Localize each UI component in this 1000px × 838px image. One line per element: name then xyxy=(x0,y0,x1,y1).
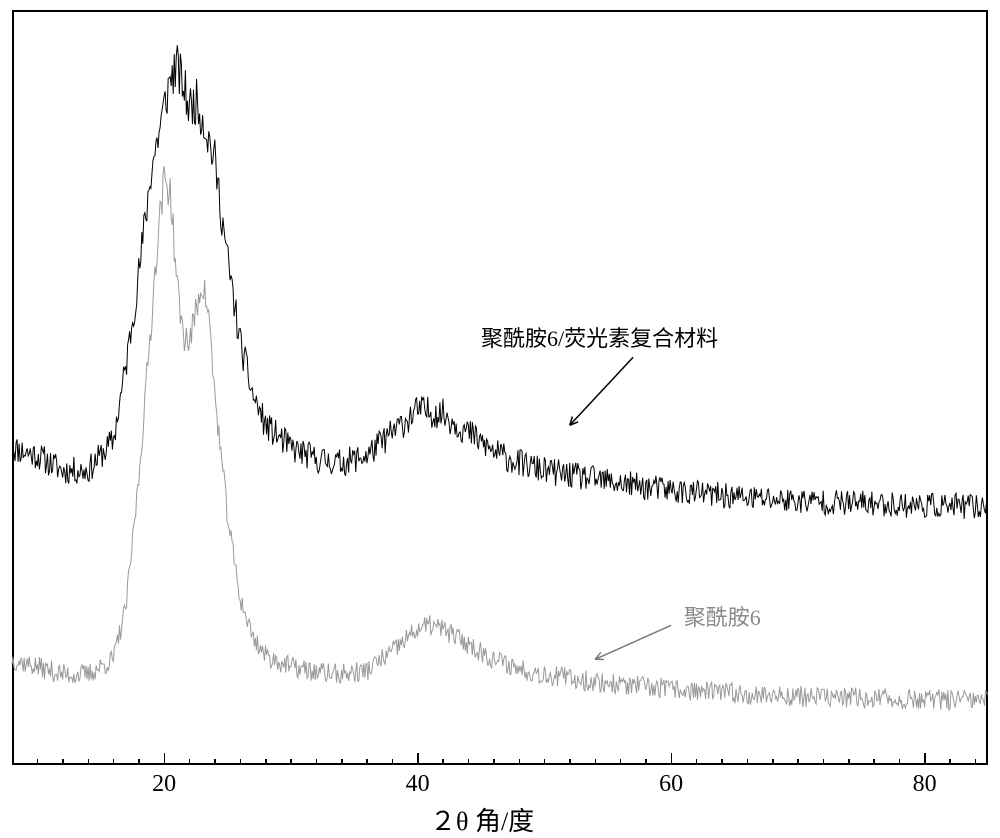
x-tick-label: 40 xyxy=(406,771,430,798)
x-tick-minor xyxy=(975,759,977,765)
series-composite xyxy=(12,45,987,519)
x-tick-minor xyxy=(569,759,571,765)
x-tick-minor xyxy=(823,759,825,765)
x-tick-minor xyxy=(214,759,216,765)
x-tick-major xyxy=(924,753,926,765)
x-tick-minor xyxy=(113,759,115,765)
x-tick-label: 20 xyxy=(152,771,176,798)
x-tick-minor xyxy=(138,759,140,765)
x-tick-minor xyxy=(189,759,191,765)
x-tick-minor xyxy=(493,759,495,765)
x-tick-minor xyxy=(899,759,901,765)
x-tick-label: 80 xyxy=(913,771,937,798)
x-tick-minor xyxy=(721,759,723,765)
xrd-plot xyxy=(0,0,1000,833)
series-polyamide6 xyxy=(12,166,987,710)
series-label-composite: 聚酰胺6/荧光素复合材料 xyxy=(481,321,718,353)
x-tick-minor xyxy=(772,759,774,765)
series-label-polyamide6: 聚酰胺6 xyxy=(684,600,761,632)
x-tick-minor xyxy=(88,759,90,765)
x-tick-minor xyxy=(290,759,292,765)
label-arrow-composite xyxy=(570,357,633,425)
x-tick-minor xyxy=(62,759,64,765)
x-tick-minor xyxy=(949,759,951,765)
x-tick-minor xyxy=(595,759,597,765)
x-tick-minor xyxy=(240,759,242,765)
x-tick-major xyxy=(671,753,673,765)
x-tick-minor xyxy=(366,759,368,765)
x-tick-minor xyxy=(873,759,875,765)
x-tick-minor xyxy=(848,759,850,765)
x-tick-minor xyxy=(747,759,749,765)
x-tick-minor xyxy=(468,759,470,765)
x-tick-minor xyxy=(544,759,546,765)
x-tick-minor xyxy=(519,759,521,765)
x-tick-minor xyxy=(341,759,343,765)
label-arrow-polyamide6 xyxy=(595,625,671,659)
x-tick-minor xyxy=(442,759,444,765)
x-tick-minor xyxy=(645,759,647,765)
x-tick-minor xyxy=(696,759,698,765)
x-tick-major xyxy=(417,753,419,765)
x-tick-label: 60 xyxy=(659,771,683,798)
x-tick-minor xyxy=(620,759,622,765)
x-tick-minor xyxy=(316,759,318,765)
x-tick-minor xyxy=(392,759,394,765)
x-tick-minor xyxy=(12,759,14,765)
x-tick-minor xyxy=(265,759,267,765)
x-axis-label: ２θ 角/度 xyxy=(430,801,534,838)
x-tick-minor xyxy=(37,759,39,765)
x-tick-minor xyxy=(797,759,799,765)
x-tick-major xyxy=(164,753,166,765)
